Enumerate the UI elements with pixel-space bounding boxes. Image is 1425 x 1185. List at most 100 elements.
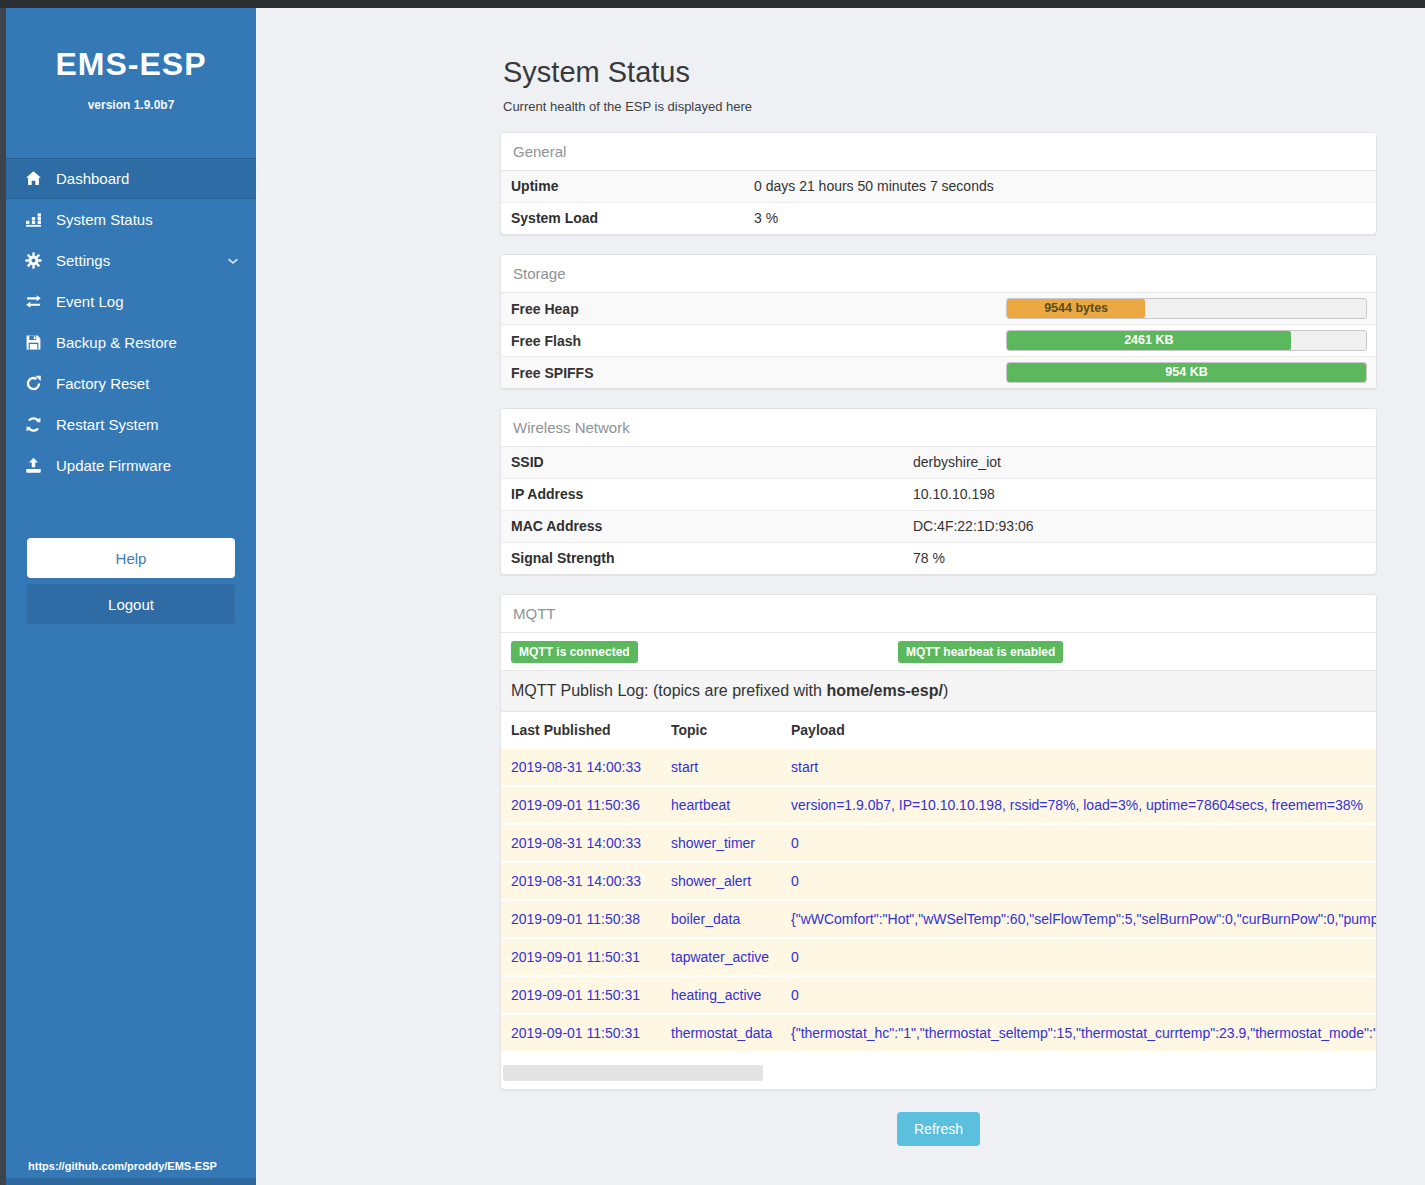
sidebar-item-label: Restart System bbox=[56, 416, 159, 433]
sidebar-item-label: Event Log bbox=[56, 293, 124, 310]
sidebar-item-label: Factory Reset bbox=[56, 375, 149, 392]
sidebar-item-settings[interactable]: Settings bbox=[6, 240, 256, 281]
sidebar-item-backup-restore[interactable]: Backup & Restore bbox=[6, 322, 256, 363]
storage-rows: Free Heap9544 bytesFree Flash2461 KBFree… bbox=[501, 293, 1376, 388]
cell-topic: shower_timer bbox=[671, 835, 791, 851]
sidebar-item-dashboard[interactable]: Dashboard bbox=[6, 158, 256, 199]
sidebar-item-label: Update Firmware bbox=[56, 457, 171, 474]
table-row: 2019-09-01 11:50:31thermostat_data{"ther… bbox=[501, 1015, 1376, 1051]
row-label: Free Heap bbox=[511, 301, 1006, 317]
log-col-payload: Payload bbox=[791, 722, 1376, 738]
publish-log-suffix: ) bbox=[943, 682, 948, 699]
table-row: SSIDderbyshire_iot bbox=[501, 447, 1376, 478]
row-label: System Load bbox=[511, 210, 754, 227]
window-top-bar bbox=[0, 0, 1425, 8]
general-panel-header: General bbox=[501, 133, 1376, 171]
page-subtitle: Current health of the ESP is displayed h… bbox=[503, 99, 1377, 114]
github-link[interactable]: https://github.com/proddy/EMS-ESP bbox=[28, 1160, 217, 1172]
page-title: System Status bbox=[503, 56, 1377, 89]
row-value: derbyshire_iot bbox=[913, 454, 1001, 471]
wireless-panel: Wireless Network SSIDderbyshire_iotIP Ad… bbox=[500, 408, 1377, 575]
row-value: 78 % bbox=[913, 550, 945, 567]
row-label: Free Flash bbox=[511, 333, 1006, 349]
status-badge: MQTT is connected bbox=[511, 641, 638, 663]
table-row: Free Heap9544 bytes bbox=[501, 293, 1376, 324]
table-row: Signal Strength78 % bbox=[501, 542, 1376, 574]
cell-topic: start bbox=[671, 759, 791, 775]
mqtt-panel-header: MQTT bbox=[501, 595, 1376, 633]
cell-topic: thermostat_data bbox=[671, 1025, 791, 1041]
progress-bar-fill: 954 KB bbox=[1007, 363, 1366, 382]
progress-bar-fill: 2461 KB bbox=[1007, 331, 1291, 350]
progress-bar-track: 9544 bytes bbox=[1006, 298, 1367, 319]
mqtt-badges: MQTT is connectedMQTT hearbeat is enable… bbox=[501, 633, 1376, 670]
cell-payload: version=1.9.0b7, IP=10.10.10.198, rssid=… bbox=[791, 797, 1376, 813]
row-value: 10.10.10.198 bbox=[913, 486, 995, 503]
table-row: System Load3 % bbox=[501, 202, 1376, 234]
upload-icon bbox=[23, 457, 44, 474]
wireless-panel-header: Wireless Network bbox=[501, 409, 1376, 447]
table-row: 2019-09-01 11:50:31heating_active0 bbox=[501, 977, 1376, 1013]
cell-last-published: 2019-09-01 11:50:31 bbox=[511, 949, 671, 965]
log-scroll-area bbox=[501, 1051, 1376, 1089]
wireless-rows: SSIDderbyshire_iotIP Address10.10.10.198… bbox=[501, 447, 1376, 574]
publish-log-prefix: MQTT Publish Log: (topics are prefixed w… bbox=[511, 682, 826, 699]
row-value: DC:4F:22:1D:93:06 bbox=[913, 518, 1034, 535]
sidebar-item-event-log[interactable]: Event Log bbox=[6, 281, 256, 322]
row-label: MAC Address bbox=[511, 518, 913, 535]
table-row: 2019-09-01 11:50:38boiler_data{"wWComfor… bbox=[501, 901, 1376, 937]
log-col-published: Last Published bbox=[511, 722, 671, 738]
chevron-down-icon bbox=[226, 254, 240, 268]
sidebar-menu: Dashboard System Status Settings Event Log B… bbox=[6, 158, 256, 486]
refresh-wrap: Refresh bbox=[500, 1112, 1377, 1146]
cell-payload: start bbox=[791, 759, 1376, 775]
brand: EMS-ESP version 1.9.0b7 bbox=[6, 0, 256, 112]
gear-icon bbox=[23, 252, 44, 269]
help-button[interactable]: Help bbox=[27, 538, 235, 578]
cell-last-published: 2019-08-31 14:00:33 bbox=[511, 835, 671, 851]
log-table-body: 2019-08-31 14:00:33startstart2019-09-01 … bbox=[501, 749, 1376, 1051]
app-version: version 1.9.0b7 bbox=[6, 98, 256, 112]
chart-icon bbox=[23, 211, 44, 228]
cell-payload: 0 bbox=[791, 873, 1376, 889]
rotate-icon bbox=[23, 375, 44, 392]
mqtt-panel: MQTT MQTT is connectedMQTT hearbeat is e… bbox=[500, 594, 1377, 1090]
sidebar-item-system-status[interactable]: System Status bbox=[6, 199, 256, 240]
cell-topic: tapwater_active bbox=[671, 949, 791, 965]
sidebar-item-restart-system[interactable]: Restart System bbox=[6, 404, 256, 445]
table-row: 2019-08-31 14:00:33shower_timer0 bbox=[501, 825, 1376, 861]
table-row: Free Flash2461 KB bbox=[501, 324, 1376, 356]
save-icon bbox=[23, 334, 44, 351]
content: System Status Current health of the ESP … bbox=[500, 56, 1377, 1146]
sidebar-item-label: Settings bbox=[56, 252, 110, 269]
table-row: Uptime0 days 21 hours 50 minutes 7 secon… bbox=[501, 171, 1376, 202]
table-row: MAC AddressDC:4F:22:1D:93:06 bbox=[501, 510, 1376, 542]
horizontal-scrollbar-thumb[interactable] bbox=[503, 1065, 763, 1081]
home-icon bbox=[23, 170, 44, 187]
row-label: Free SPIFFS bbox=[511, 365, 1006, 381]
table-row: 2019-08-31 14:00:33shower_alert0 bbox=[501, 863, 1376, 899]
cell-topic: boiler_data bbox=[671, 911, 791, 927]
general-panel: General Uptime0 days 21 hours 50 minutes… bbox=[500, 132, 1377, 235]
row-label: SSID bbox=[511, 454, 913, 471]
cell-last-published: 2019-09-01 11:50:31 bbox=[511, 1025, 671, 1041]
sidebar-item-factory-reset[interactable]: Factory Reset bbox=[6, 363, 256, 404]
logout-button[interactable]: Logout bbox=[27, 584, 235, 624]
sidebar-item-label: Dashboard bbox=[56, 170, 129, 187]
table-row: 2019-08-31 14:00:33startstart bbox=[501, 749, 1376, 785]
log-table-header: Last Published Topic Payload bbox=[501, 712, 1376, 747]
cell-last-published: 2019-08-31 14:00:33 bbox=[511, 759, 671, 775]
table-row: 2019-09-01 11:50:36heartbeatversion=1.9.… bbox=[501, 787, 1376, 823]
sidebar-item-label: System Status bbox=[56, 211, 153, 228]
cell-last-published: 2019-09-01 11:50:38 bbox=[511, 911, 671, 927]
row-value: 0 days 21 hours 50 minutes 7 seconds bbox=[754, 178, 994, 195]
sidebar: EMS-ESP version 1.9.0b7 Dashboard System … bbox=[0, 0, 256, 1185]
cell-payload: 0 bbox=[791, 835, 1376, 851]
storage-panel: Storage Free Heap9544 bytesFree Flash246… bbox=[500, 254, 1377, 389]
sync-icon bbox=[23, 416, 44, 433]
refresh-button[interactable]: Refresh bbox=[897, 1112, 980, 1146]
cell-payload: 0 bbox=[791, 949, 1376, 965]
sidebar-item-update-firmware[interactable]: Update Firmware bbox=[6, 445, 256, 486]
cell-last-published: 2019-09-01 11:50:31 bbox=[511, 987, 671, 1003]
main-area: System Status Current health of the ESP … bbox=[256, 8, 1425, 1185]
